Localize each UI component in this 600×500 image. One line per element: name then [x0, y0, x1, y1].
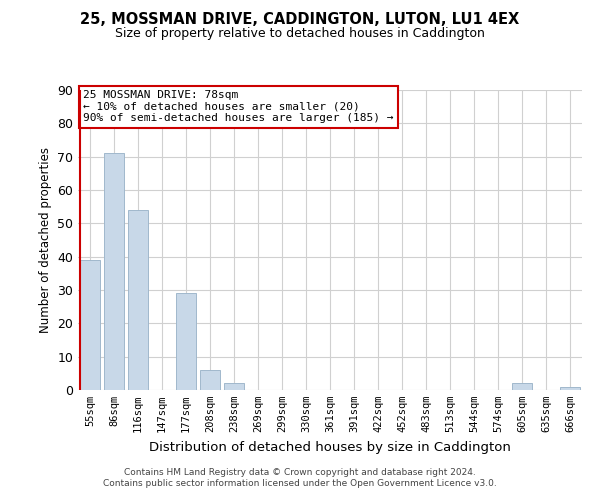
Y-axis label: Number of detached properties: Number of detached properties	[38, 147, 52, 333]
Text: Contains HM Land Registry data © Crown copyright and database right 2024.
Contai: Contains HM Land Registry data © Crown c…	[103, 468, 497, 487]
Bar	[512, 384, 532, 390]
Bar	[560, 386, 580, 390]
Bar	[224, 384, 244, 390]
Bar	[128, 210, 148, 390]
Text: 25, MOSSMAN DRIVE, CADDINGTON, LUTON, LU1 4EX: 25, MOSSMAN DRIVE, CADDINGTON, LUTON, LU…	[80, 12, 520, 28]
Text: 25 MOSSMAN DRIVE: 78sqm
← 10% of detached houses are smaller (20)
90% of semi-de: 25 MOSSMAN DRIVE: 78sqm ← 10% of detache…	[83, 90, 394, 123]
Bar	[104, 154, 124, 390]
Bar	[80, 260, 100, 390]
Bar	[176, 294, 196, 390]
Text: Size of property relative to detached houses in Caddington: Size of property relative to detached ho…	[115, 28, 485, 40]
Bar	[200, 370, 220, 390]
X-axis label: Distribution of detached houses by size in Caddington: Distribution of detached houses by size …	[149, 440, 511, 454]
